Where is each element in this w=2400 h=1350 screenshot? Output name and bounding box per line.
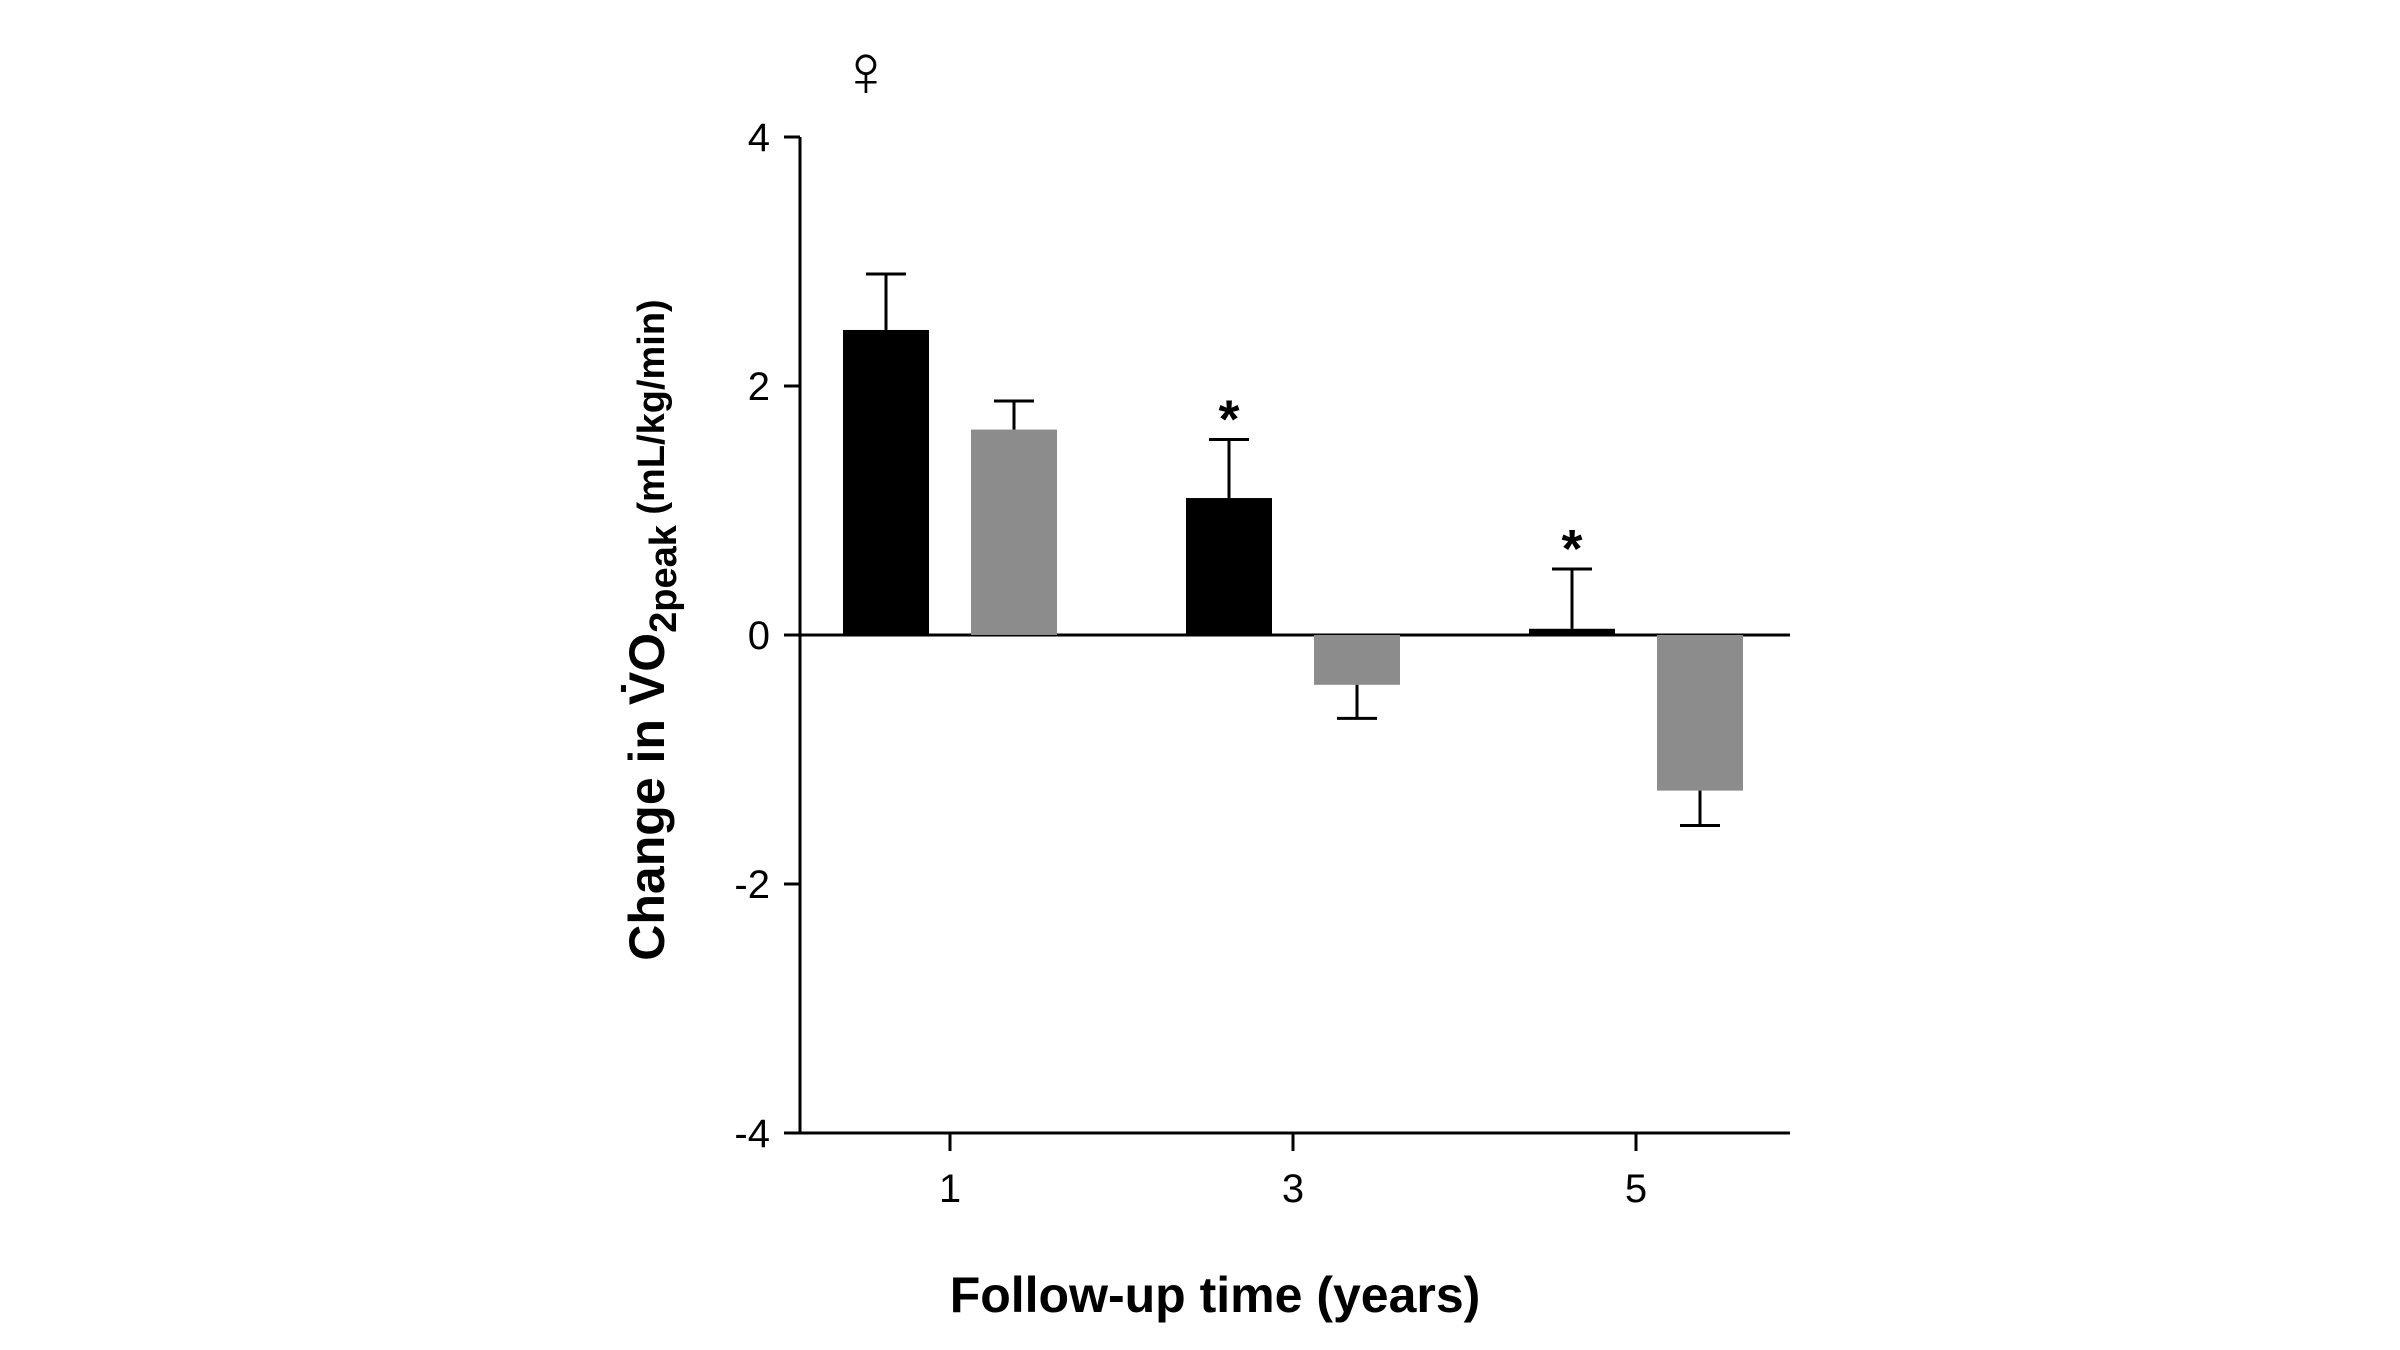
bar xyxy=(1314,635,1400,685)
y-axis-title-units: (mL/kg/min) xyxy=(631,299,673,525)
x-tick-label: 1 xyxy=(939,1167,961,1211)
female-symbol: ♀ xyxy=(838,29,894,112)
bar xyxy=(1657,635,1743,791)
y-tick-label: -4 xyxy=(734,1112,770,1156)
y-axis-title-main: Change in V̇O xyxy=(619,633,675,961)
y-tick-label: 4 xyxy=(748,116,770,160)
x-tick-label: 3 xyxy=(1282,1167,1304,1211)
bar xyxy=(1529,628,1615,635)
axes: 4 2 0 -2 -4 1 3 5 xyxy=(734,116,1790,1211)
bars xyxy=(843,329,1743,791)
error-bars xyxy=(866,272,1720,827)
y-tick-label: 2 xyxy=(748,365,770,409)
significance-marker: * xyxy=(1561,519,1582,579)
y-tick-label: -2 xyxy=(734,863,770,907)
bar xyxy=(1186,498,1272,635)
y-axis-title: Change in V̇O2peak (mL/kg/min) xyxy=(619,299,685,960)
x-tick-label: 5 xyxy=(1625,1167,1647,1211)
y-axis-title-subscript: 2peak xyxy=(643,524,685,633)
labels: ** xyxy=(1218,390,1582,579)
significance-marker: * xyxy=(1218,390,1239,450)
bar xyxy=(971,429,1057,635)
y-tick-label: 0 xyxy=(748,614,770,658)
bar xyxy=(843,329,929,635)
x-axis-title: Follow-up time (years) xyxy=(950,1267,1481,1323)
